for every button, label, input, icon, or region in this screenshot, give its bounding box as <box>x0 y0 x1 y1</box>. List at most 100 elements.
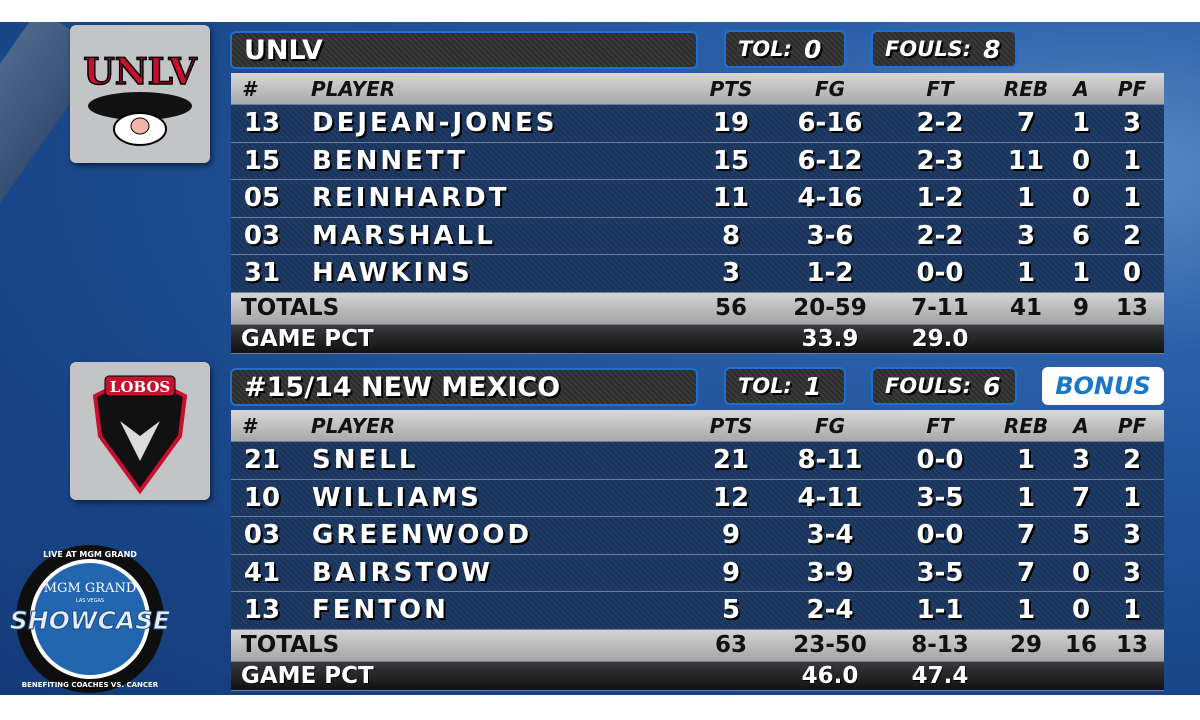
player-ft: 0-0 <box>916 520 964 551</box>
totals-pf: 13 <box>1115 632 1149 658</box>
player-pts: 5 <box>721 595 741 626</box>
player-name: DEJEAN-JONES <box>312 108 558 139</box>
player-pf: 0 <box>1122 258 1142 289</box>
svg-text:BENEFITING COACHES VS. CANCER: BENEFITING COACHES VS. CANCER <box>22 681 159 689</box>
player-pts: 19 <box>712 108 750 139</box>
player-number: 05 <box>243 183 281 214</box>
timeouts-left-box: TOL: 0 <box>724 30 846 68</box>
fouls-label: FOULS: <box>885 37 972 61</box>
player-a: 1 <box>1071 258 1091 289</box>
fouls-label: FOULS: <box>885 374 972 398</box>
timeouts-left-box: TOL: 1 <box>724 367 846 405</box>
col-pf: PF <box>1117 76 1147 101</box>
player-name: GREENWOOD <box>312 520 533 551</box>
totals-pts: 56 <box>714 295 748 321</box>
col-ft: FT <box>926 413 954 438</box>
player-reb: 11 <box>1007 145 1045 176</box>
player-a: 0 <box>1071 145 1091 176</box>
player-row: 03 GREENWOOD 9 3-4 0-0 7 5 3 <box>231 517 1164 555</box>
player-ft: 3-5 <box>916 557 964 588</box>
col-fg: FG <box>814 413 846 438</box>
col-pts: PTS <box>709 413 753 438</box>
player-fg: 6-12 <box>797 145 863 176</box>
col-reb: REB <box>1003 413 1049 438</box>
svg-text:MGM GRAND: MGM GRAND <box>44 581 137 596</box>
player-pts: 11 <box>712 183 750 214</box>
totals-a: 16 <box>1064 632 1098 658</box>
lobos-wolf-logo-icon: LOBOS <box>92 375 188 495</box>
player-row: 21 SNELL 21 8-11 0-0 1 3 2 <box>231 442 1164 480</box>
player-fg: 4-16 <box>797 183 863 214</box>
player-reb: 3 <box>1016 220 1036 251</box>
tol-value: 0 <box>803 34 822 64</box>
player-reb: 1 <box>1016 445 1036 476</box>
tol-label: TOL: <box>738 37 792 61</box>
unlv-logo: UNLV <box>70 25 210 163</box>
box-score-table: # PLAYER PTS FG FT REB A PF 21 SNELL 21 8-11 0-0 1… <box>231 410 1164 691</box>
player-number: 10 <box>243 482 281 513</box>
totals-reb: 41 <box>1009 295 1043 321</box>
player-name: FENTON <box>312 595 449 626</box>
col-player: PLAYER <box>311 76 396 101</box>
svg-text:LIVE AT MGM GRAND: LIVE AT MGM GRAND <box>43 550 137 559</box>
tol-value: 1 <box>803 371 822 401</box>
player-pf: 1 <box>1122 482 1142 513</box>
pct-ft: 47.4 <box>911 662 969 689</box>
player-pf: 1 <box>1122 183 1142 214</box>
player-name: REINHARDT <box>312 183 510 214</box>
showcase-basketball-logo-icon: LIVE AT MGM GRAND MGM GRAND LAS VEGAS SH… <box>9 545 171 693</box>
player-number: 13 <box>243 108 281 139</box>
mgm-showcase-logo: LIVE AT MGM GRAND MGM GRAND LAS VEGAS SH… <box>2 537 180 695</box>
player-number: 21 <box>243 445 281 476</box>
box-score-table: # PLAYER PTS FG FT REB A PF 13 DEJEAN-JONES 19 6… <box>231 73 1164 354</box>
col-a: A <box>1073 76 1089 101</box>
player-fg: 3-9 <box>806 557 854 588</box>
player-name: MARSHALL <box>312 220 496 251</box>
player-pts: 9 <box>721 557 741 588</box>
player-name: BENNETT <box>312 145 468 176</box>
totals-row: TOTALS 56 20-59 7-11 41 9 13 <box>231 292 1164 325</box>
player-fg: 8-11 <box>797 445 863 476</box>
table-header: # PLAYER PTS FG FT REB A PF <box>231 73 1164 105</box>
svg-text:LOBOS: LOBOS <box>110 378 170 396</box>
game-pct-row: GAME PCT 46.0 47.4 <box>231 661 1164 691</box>
player-ft: 3-5 <box>916 482 964 513</box>
player-name: WILLIAMS <box>312 482 482 513</box>
totals-ft: 7-11 <box>911 295 969 321</box>
player-fg: 6-16 <box>797 108 863 139</box>
player-a: 3 <box>1071 445 1091 476</box>
player-row: 10 WILLIAMS 12 4-11 3-5 1 7 1 <box>231 479 1164 517</box>
team-name: UNLV <box>244 34 323 66</box>
scoreboard-background: UNLV LOBOS LIVE AT MGM GRAND MGM GRAND L… <box>0 22 1200 695</box>
player-number: 41 <box>243 557 281 588</box>
totals-a: 9 <box>1072 295 1090 321</box>
totals-row: TOTALS 63 23-50 8-13 29 16 13 <box>231 629 1164 662</box>
player-row: 13 DEJEAN-JONES 19 6-16 2-2 7 1 3 <box>231 105 1164 143</box>
svg-text:LAS VEGAS: LAS VEGAS <box>76 598 104 604</box>
player-row: 05 REINHARDT 11 4-16 1-2 1 0 1 <box>231 180 1164 218</box>
col-num: # <box>242 76 256 101</box>
team-name-bar: #15/14 NEW MEXICO <box>230 368 698 406</box>
player-reb: 1 <box>1016 183 1036 214</box>
col-pts: PTS <box>709 76 753 101</box>
pct-label: GAME PCT <box>241 662 374 689</box>
pct-label: GAME PCT <box>241 325 374 352</box>
player-reb: 1 <box>1016 595 1036 626</box>
player-pts: 9 <box>721 520 741 551</box>
player-number: 03 <box>243 520 281 551</box>
unlv-rebel-logo-icon: UNLV <box>83 50 198 146</box>
col-player: PLAYER <box>311 413 396 438</box>
player-ft: 0-0 <box>916 445 964 476</box>
player-pf: 1 <box>1122 595 1142 626</box>
pct-fg: 33.9 <box>801 325 859 352</box>
player-a: 1 <box>1071 108 1091 139</box>
player-ft: 1-2 <box>916 183 964 214</box>
player-a: 5 <box>1071 520 1091 551</box>
player-row: 31 HAWKINS 3 1-2 0-0 1 1 0 <box>231 255 1164 293</box>
player-pf: 2 <box>1122 445 1142 476</box>
pct-fg: 46.0 <box>801 662 859 689</box>
team-name-bar: UNLV <box>230 31 698 69</box>
player-ft: 2-3 <box>916 145 964 176</box>
pct-ft: 29.0 <box>911 325 969 352</box>
player-ft: 2-2 <box>916 220 964 251</box>
